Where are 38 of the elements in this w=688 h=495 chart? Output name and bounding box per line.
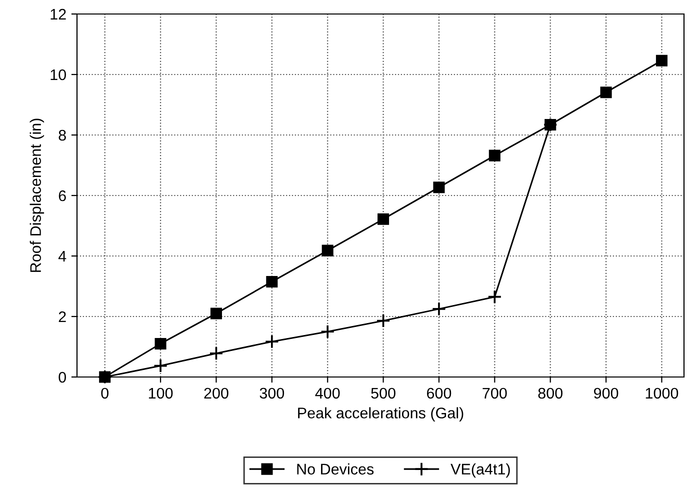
point (210, 308, 222, 320)
point (209, 346, 224, 361)
point (378, 213, 390, 225)
y-tick-label: 4 (58, 251, 66, 262)
point (322, 244, 334, 256)
point (264, 334, 280, 349)
point (433, 182, 445, 194)
point (154, 338, 166, 350)
y-tick-label: 8 (58, 130, 66, 141)
x-tick-label: 100 (148, 388, 173, 399)
y-axis-title: Roof Displacement (in) (30, 118, 44, 272)
point (432, 302, 446, 316)
point (153, 358, 168, 373)
x-tick-label: 900 (594, 388, 618, 399)
x-tick-label: 0 (101, 388, 108, 399)
legend-label: No Devices (297, 463, 374, 475)
x-tick-label: 400 (315, 388, 340, 399)
point (656, 54, 668, 66)
x-tick-label: 200 (204, 388, 228, 399)
y-tick-label: 2 (58, 311, 66, 322)
x-tick-label: 1000 (646, 388, 678, 399)
x-tick-label: 500 (371, 388, 396, 399)
x-tick-label: 800 (538, 388, 562, 399)
y-tick-label: 10 (50, 69, 66, 80)
legend-label: VE(a4t1) (450, 463, 510, 478)
x-axis-title: Peak accelerations (Gal) (298, 407, 464, 422)
point (266, 276, 278, 288)
point (376, 314, 390, 328)
y-tick-label: 12 (50, 8, 66, 20)
x-tick-label: 300 (260, 388, 284, 399)
point (320, 324, 335, 339)
y-tick-label: 6 (58, 190, 66, 202)
point (488, 290, 502, 304)
y-tick-label: 0 (58, 372, 66, 383)
x-tick-label: 600 (427, 388, 452, 399)
point (488, 150, 500, 162)
x-tick-label: 700 (482, 388, 507, 399)
point (600, 86, 612, 98)
